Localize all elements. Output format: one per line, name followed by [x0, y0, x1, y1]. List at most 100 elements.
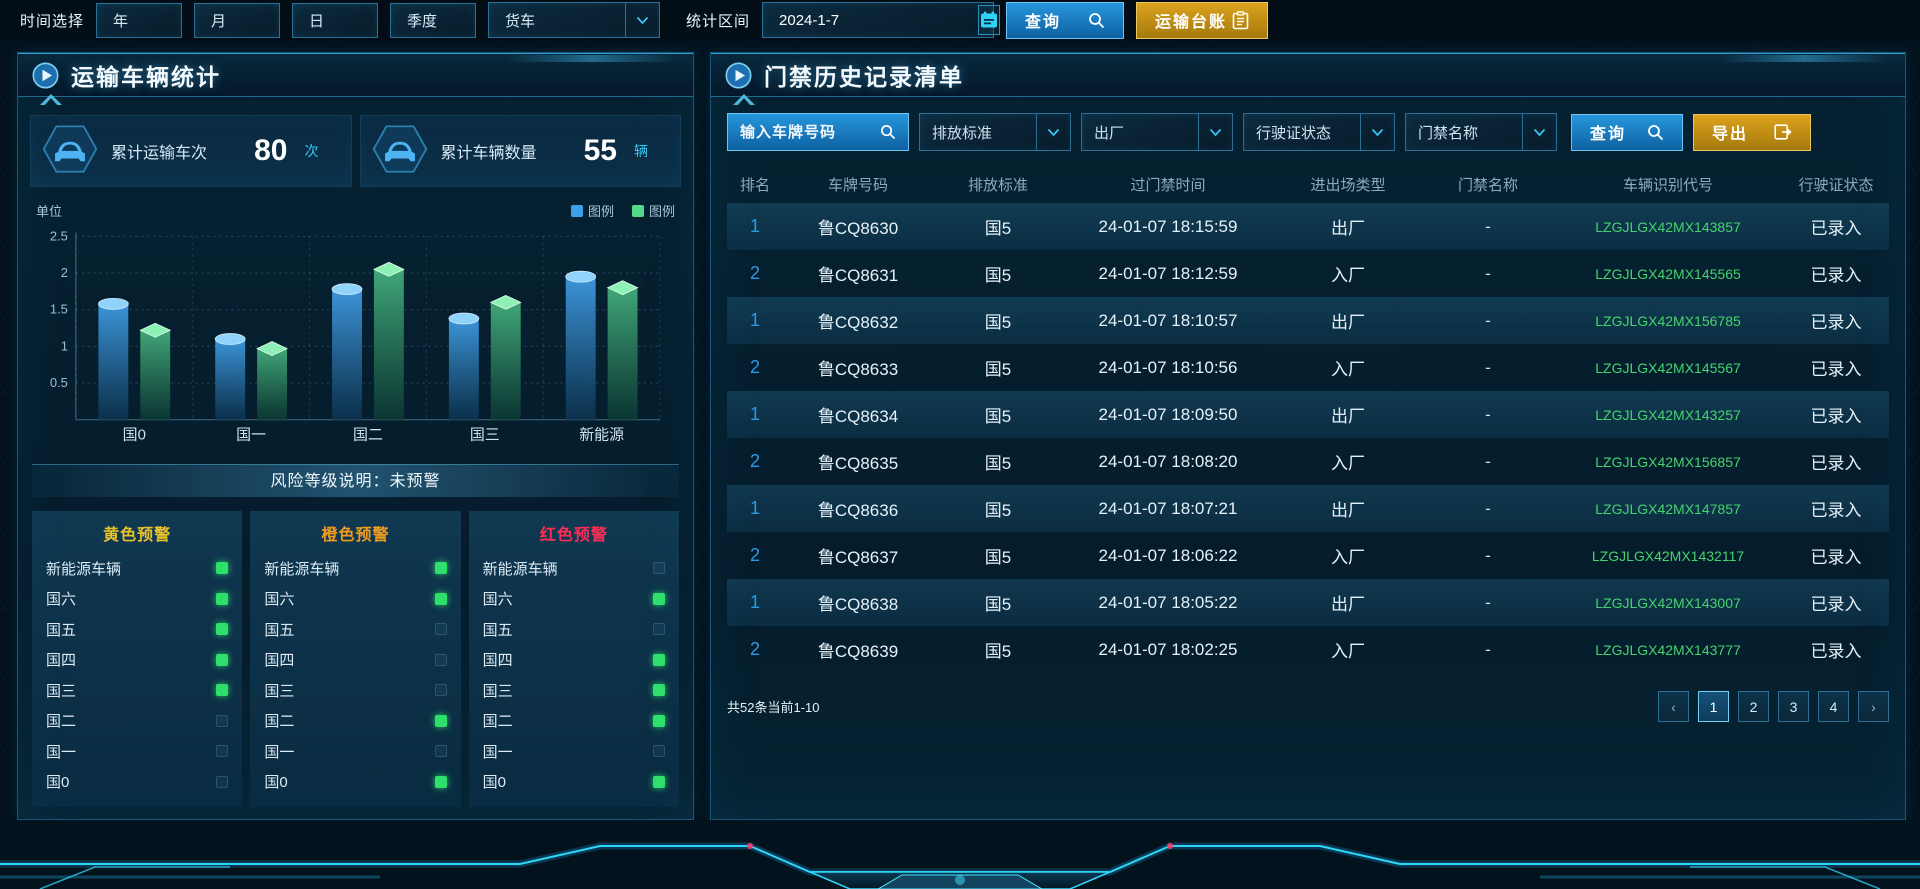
cell-license-status: 已录入: [1810, 407, 1862, 426]
cell-license-status: 已录入: [1810, 266, 1862, 285]
warning-indicator: [216, 775, 229, 788]
cell-plate: 鲁CQ8639: [817, 642, 899, 661]
cell-vin[interactable]: LZGJLGX42MX145567: [1595, 359, 1741, 376]
cell-gate-name: -: [1485, 310, 1491, 330]
cell-vin[interactable]: LZGJLGX42MX1432117: [1591, 547, 1745, 564]
warning-item: 国一: [264, 736, 447, 767]
cell-vin[interactable]: LZGJLGX42MX143857: [1595, 218, 1741, 235]
filter-dropdown-emission-standard[interactable]: 排放标准: [919, 113, 1071, 151]
transport-ledger-button[interactable]: 运输台账: [1136, 1, 1269, 39]
dropdown-value: 门禁名称: [1418, 124, 1479, 142]
cell-gate-name: -: [1485, 545, 1491, 565]
warning-indicator: [434, 714, 447, 727]
legend-label: 图例: [587, 204, 614, 219]
stat-unit: 次: [304, 143, 319, 159]
page-button-group: ‹ 1 2 3 4 ›: [1658, 691, 1889, 722]
time-button-day[interactable]: 日: [292, 2, 379, 38]
table-row: 1 鲁CQ8638 国5 24-01-07 18:05:22 出厂 - LZGJLGX42M…: [727, 579, 1889, 626]
cell-license-status: 已录入: [1810, 548, 1862, 567]
filter-dropdown-exit-type[interactable]: 出厂: [1081, 113, 1233, 151]
cell-plate: 鲁CQ8636: [817, 501, 899, 520]
filter-dropdown-license-status[interactable]: 行驶证状态: [1243, 113, 1395, 151]
query-button[interactable]: 查询: [1006, 1, 1125, 39]
page-button-2[interactable]: 2: [1738, 691, 1769, 722]
cell-vin[interactable]: LZGJLGX42MX156785: [1595, 312, 1741, 329]
chevron-down-icon: [625, 3, 659, 37]
cell-time: 24-01-07 18:05:22: [1098, 592, 1238, 612]
warning-indicator: [434, 562, 447, 575]
warning-item: 国三: [46, 675, 229, 706]
cell-vin[interactable]: LZGJLGX42MX145565: [1595, 265, 1741, 282]
warning-indicator: [434, 623, 447, 636]
warning-item: 国六: [264, 584, 447, 615]
calendar-icon[interactable]: [978, 5, 1001, 35]
warning-item-label: 新能源车辆: [46, 560, 122, 578]
cell-vin[interactable]: LZGJLGX42MX156857: [1595, 453, 1741, 470]
warning-item: 国三: [264, 675, 447, 706]
table-row: 2 鲁CQ8633 国5 24-01-07 18:10:56 入厂 - LZGJLGX42M…: [727, 344, 1889, 391]
cell-vin[interactable]: LZGJLGX42MX147857: [1595, 500, 1741, 517]
cell-vin[interactable]: LZGJLGX42MX143257: [1595, 406, 1741, 423]
cell-rank: 1: [749, 310, 760, 330]
warning-column-0: 黄色预警 新能源车辆 国六 国五 国四 国三 国二 国一 国0: [32, 511, 243, 807]
pagination-summary: 共52条当前1-10: [727, 700, 820, 715]
warning-item-label: 国五: [46, 621, 77, 639]
plate-search-input[interactable]: [740, 123, 880, 141]
warning-indicator: [216, 653, 229, 666]
cell-direction: 出厂: [1331, 313, 1365, 332]
prev-page-button[interactable]: ‹: [1658, 691, 1689, 722]
chevron-down-icon: [1522, 114, 1556, 150]
time-button-quarter[interactable]: 季度: [390, 2, 477, 38]
table-query-button[interactable]: 查询: [1571, 113, 1683, 151]
header-cell: 过门禁时间: [1130, 176, 1206, 194]
filter-bar: 排放标准 出厂 行驶证状态 门禁名称 查询 导出: [711, 97, 1905, 151]
table-row: 1 鲁CQ8630 国5 24-01-07 18:15:59 出厂 - LZGJLGX42M…: [727, 203, 1889, 250]
warning-item-label: 国三: [482, 682, 513, 700]
cell-vin[interactable]: LZGJLGX42MX143777: [1595, 641, 1741, 658]
cell-plate: 鲁CQ8630: [817, 219, 899, 238]
filter-dropdown-gate-name[interactable]: 门禁名称: [1405, 113, 1557, 151]
dropdown-value: 出厂: [1094, 124, 1125, 142]
table-row: 2 鲁CQ8631 国5 24-01-07 18:12:59 入厂 - LZGJLGX42M…: [727, 250, 1889, 297]
cell-direction: 入厂: [1331, 642, 1365, 661]
warning-item-label: 国二: [46, 713, 77, 731]
search-icon: [1647, 124, 1664, 141]
cell-plate: 鲁CQ8638: [817, 595, 899, 614]
warning-item: 国六: [46, 584, 229, 615]
warning-item-label: 国0: [264, 774, 288, 792]
cell-vin[interactable]: LZGJLGX42MX143007: [1595, 594, 1741, 611]
chart-legend: 图例 图例: [570, 201, 675, 220]
cell-license-status: 已录入: [1810, 360, 1862, 379]
page-button-1[interactable]: 1: [1698, 691, 1729, 722]
page-button-4[interactable]: 4: [1818, 691, 1849, 722]
cell-direction: 出厂: [1331, 407, 1365, 426]
cell-direction: 入厂: [1331, 454, 1365, 473]
stat-label: 累计车辆数量: [440, 145, 537, 162]
footer-decoration: [0, 820, 1920, 889]
date-input[interactable]: [779, 11, 979, 29]
cell-emission: 国5: [984, 407, 1012, 426]
stat-card: 累计运输车次 80 次: [30, 115, 352, 187]
ledger-button-label: 运输台账: [1155, 14, 1228, 31]
warning-indicator: [652, 714, 665, 727]
warning-item-label: 国三: [264, 682, 295, 700]
export-button[interactable]: 导出: [1693, 113, 1811, 151]
legend-item-0[interactable]: 图例: [570, 201, 614, 220]
warning-title: 黄色预警: [103, 527, 172, 544]
transport-stats-header: 运输车辆统计: [18, 53, 693, 97]
cell-rank: 2: [749, 639, 760, 659]
page-button-3[interactable]: 3: [1778, 691, 1809, 722]
time-button-year[interactable]: 年: [96, 2, 183, 38]
cell-rank: 1: [749, 498, 760, 518]
vehicle-type-select[interactable]: 货车: [488, 2, 661, 38]
warning-indicator: [652, 684, 665, 697]
next-page-button[interactable]: ›: [1858, 691, 1889, 722]
cell-emission: 国5: [984, 219, 1012, 238]
warning-columns: 黄色预警 新能源车辆 国六 国五 国四 国三 国二 国一 国0 橙色预警 新能源车辆 国六 国五 国四 国三…: [18, 507, 693, 819]
legend-item-1[interactable]: 图例: [631, 201, 675, 220]
warning-item: 国四: [46, 645, 229, 676]
cell-license-status: 已录入: [1810, 219, 1862, 238]
time-button-month[interactable]: 月: [194, 2, 281, 38]
warning-indicator: [652, 653, 665, 666]
cell-emission: 国5: [984, 313, 1012, 332]
